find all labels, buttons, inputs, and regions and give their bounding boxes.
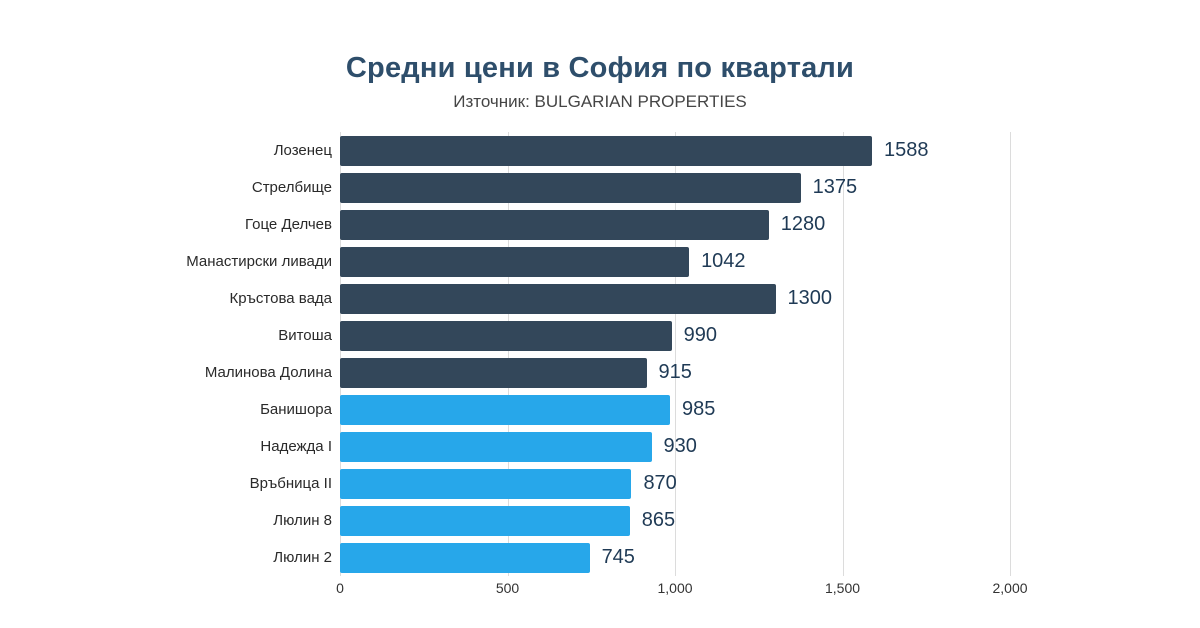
- bar: [340, 246, 690, 277]
- bar-label: Люлин 8: [273, 512, 332, 529]
- bar-value: 1280: [780, 213, 826, 235]
- bar-row: Люлин 2 745: [10, 539, 1010, 576]
- bar: [340, 283, 776, 314]
- bar-row: Лозенец 1588: [10, 132, 1010, 169]
- bar-track: 1375: [340, 169, 1010, 206]
- bar-value: 1588: [883, 139, 929, 161]
- bar-row: Гоце Делчев 1280: [10, 206, 1010, 243]
- bar-value: 915: [658, 361, 692, 383]
- bar-label: Люлин 2: [273, 549, 332, 566]
- bar-row: Кръстова вада 1300: [10, 280, 1010, 317]
- bar-row: Стрелбище 1375: [10, 169, 1010, 206]
- bar-label: Лозенец: [273, 142, 332, 159]
- bar-label: Кръстова вада: [229, 290, 332, 307]
- bar-track: 1280: [340, 206, 1010, 243]
- bar-value: 870: [643, 472, 677, 494]
- bar-label: Манастирски ливади: [186, 253, 332, 270]
- bar-track: 985: [340, 391, 1010, 428]
- bar: [340, 135, 872, 166]
- bar: [340, 505, 630, 536]
- x-tick-label: 500: [495, 580, 520, 596]
- chart-title: Средни цени в София по квартали: [345, 52, 855, 84]
- bar-value: 745: [601, 546, 635, 568]
- bar: [340, 468, 632, 499]
- bar-value: 1042: [701, 250, 746, 272]
- bar-value: 1300: [787, 287, 833, 309]
- bar: [340, 172, 801, 203]
- bar: [340, 542, 590, 573]
- gridline: [507, 132, 509, 576]
- bar: [340, 320, 672, 351]
- bar-row: Люлин 8 865: [10, 502, 1010, 539]
- bar-label: Стрелбище: [251, 179, 332, 196]
- bar-rows: Лозенец 1588 Стрелбище 1375 Гоце Делчев 1280 М…: [10, 132, 1010, 576]
- bar-track: 915: [340, 354, 1010, 391]
- bar-label: Надежда I: [260, 438, 332, 455]
- bar-label: Малинова Долина: [204, 364, 332, 381]
- bar-track: 870: [340, 465, 1010, 502]
- bar: [340, 209, 769, 240]
- bar-value: 865: [641, 509, 676, 531]
- bar-track: 990: [340, 317, 1010, 354]
- bar-track: 1042: [340, 243, 1010, 280]
- bar-label: Витоша: [278, 327, 332, 344]
- x-tick-label: 1,000: [657, 580, 693, 596]
- bar-track: 865: [340, 502, 1010, 539]
- bar-value: 985: [681, 398, 716, 420]
- chart-subtitle: Източник: BULGARIAN PROPERTIES: [453, 92, 747, 111]
- bar-label: Връбница II: [249, 475, 332, 492]
- x-axis: 0 500 1,000 1,500 2,000: [336, 576, 1027, 600]
- bar-row: Манастирски ливади 1042: [10, 243, 1010, 280]
- bar: [340, 431, 652, 462]
- bar-row: Връбница II 870: [10, 465, 1010, 502]
- bar: [340, 357, 647, 388]
- gridlines: [340, 132, 1011, 576]
- bar-label: Банишора: [260, 401, 332, 418]
- gridline: [842, 132, 844, 576]
- gridline: [1010, 132, 1011, 576]
- bar-value: 1375: [812, 176, 858, 198]
- bar-track: 1588: [340, 132, 1010, 169]
- bar-track: 1300: [340, 280, 1010, 317]
- x-tick-label: 2,000: [992, 580, 1028, 596]
- bar-track: 745: [340, 539, 1010, 576]
- bar: [340, 394, 670, 425]
- gridline: [675, 132, 676, 576]
- bar-track: 930: [340, 428, 1010, 465]
- gridline: [340, 132, 341, 576]
- bar-row: Надежда I 930: [10, 428, 1010, 465]
- x-tick-label: 0: [336, 580, 344, 596]
- bar-chart: Лозенец 1588 Стрелбище 1375 Гоце Делчев 1280 М…: [10, 132, 1028, 600]
- bar-row: Витоша 990: [10, 317, 1010, 354]
- bar-value: 930: [663, 435, 697, 457]
- bar-label: Гоце Делчев: [245, 216, 332, 233]
- x-tick-label: 1,500: [824, 580, 861, 596]
- bar-row: Банишора 985: [10, 391, 1010, 428]
- bar-row: Малинова Долина 915: [10, 354, 1010, 391]
- bar-value: 990: [683, 324, 718, 346]
